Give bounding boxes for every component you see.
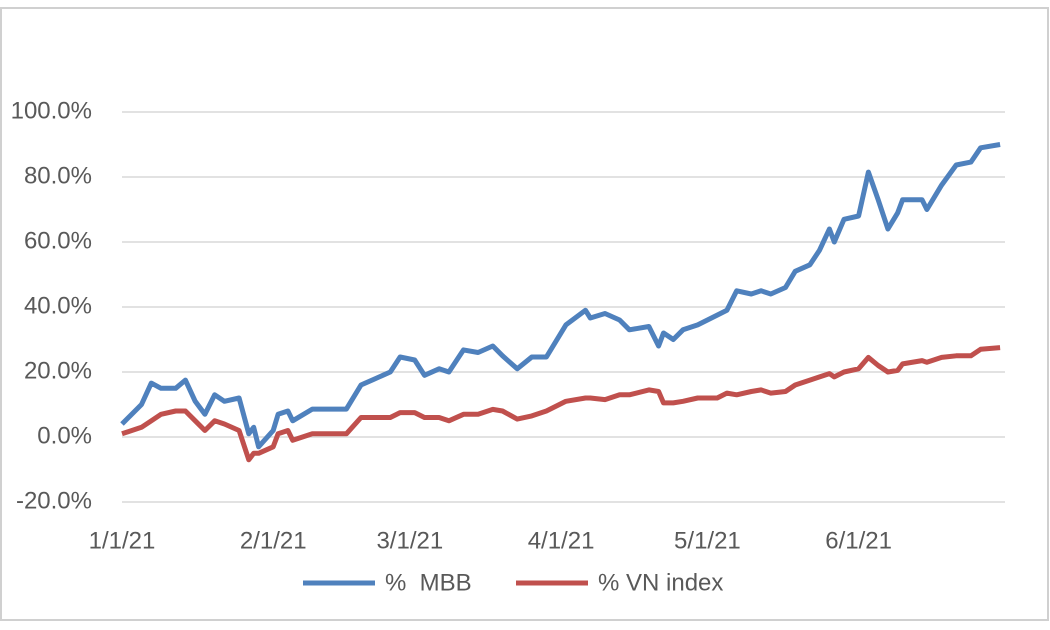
y-tick-label: 0.0%	[37, 422, 92, 449]
y-tick-label: 80.0%	[24, 162, 92, 189]
x-tick-label: 3/1/21	[376, 527, 443, 554]
x-tick-label: 1/1/21	[89, 527, 156, 554]
x-tick-label: 2/1/21	[240, 527, 307, 554]
chart-frame	[0, 7, 1049, 621]
y-tick-label: 40.0%	[24, 292, 92, 319]
series-line	[120, 142, 1001, 450]
x-tick-label: 6/1/21	[825, 527, 892, 554]
legend-label: % VN index	[598, 569, 723, 596]
y-tick-label: 60.0%	[24, 227, 92, 254]
y-tick-label: 20.0%	[24, 357, 92, 384]
x-tick-label: 4/1/21	[528, 527, 595, 554]
series-line	[121, 345, 1001, 463]
y-tick-label: -20.0%	[16, 487, 92, 514]
x-tick-label: 5/1/21	[674, 527, 741, 554]
legend-label: % MBB	[385, 569, 472, 596]
y-tick-label: 100.0%	[11, 97, 92, 124]
